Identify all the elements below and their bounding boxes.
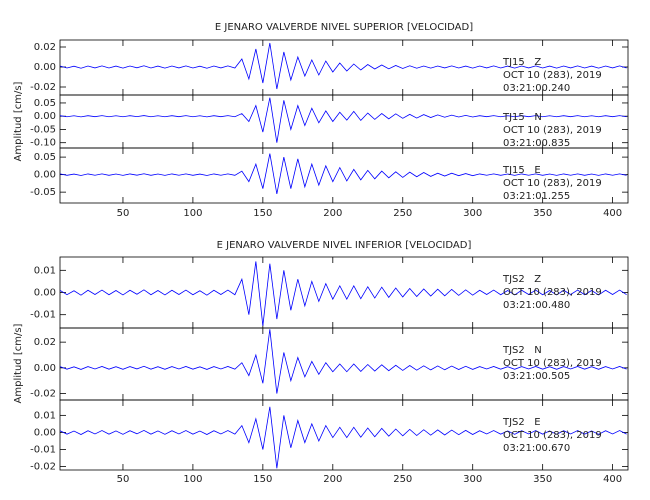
y-tick-label: 0.02: [34, 42, 56, 53]
x-tick-label: 350: [533, 474, 552, 485]
chart-title: E JENARO VALVERDE NIVEL SUPERIOR [VELOCI…: [215, 22, 473, 33]
y-axis-label: Amplitud [cm/s]: [13, 81, 24, 161]
time-label: 03:21:00.505: [503, 371, 570, 382]
x-tick-label: 250: [393, 208, 412, 219]
x-tick-label: 400: [603, 474, 622, 485]
x-tick-label: 100: [183, 208, 202, 219]
y-tick-label: 0.02: [34, 337, 56, 348]
x-tick-label: 250: [393, 474, 412, 485]
station-label: TJS2 N: [502, 345, 542, 356]
date-label: OCT 10 (283), 2019: [503, 430, 602, 441]
x-tick-label: 200: [323, 208, 342, 219]
y-axis-label: Amplitud [cm/s]: [13, 323, 24, 403]
time-label: 03:21:00.480: [503, 300, 570, 311]
y-tick-label: -0.02: [30, 462, 56, 473]
time-label: 03:21:01.255: [503, 191, 570, 202]
y-tick-label: -0.01: [30, 445, 56, 456]
waveform: [59, 153, 627, 194]
date-label: OCT 10 (283), 2019: [503, 70, 602, 81]
date-label: OCT 10 (283), 2019: [503, 287, 602, 298]
y-tick-label: -0.05: [30, 187, 56, 198]
x-tick-label: 150: [253, 474, 272, 485]
y-tick-label: 0.00: [34, 427, 56, 438]
y-tick-label: -0.02: [30, 389, 56, 400]
x-tick-label: 200: [323, 474, 342, 485]
y-tick-label: 0.05: [34, 98, 56, 109]
x-tick-label: 400: [603, 208, 622, 219]
y-tick-label: -0.01: [30, 310, 56, 321]
x-tick-label: 50: [117, 208, 130, 219]
station-label: TJ15 Z: [502, 57, 541, 68]
waveform: [59, 406, 627, 469]
y-tick-label: 0.00: [34, 62, 56, 73]
x-tick-label: 50: [117, 474, 130, 485]
y-tick-label: 0.00: [34, 288, 56, 299]
y-tick-label: 0.00: [34, 170, 56, 181]
y-tick-label: 0.00: [34, 363, 56, 374]
y-tick-label: 0.00: [34, 111, 56, 122]
y-tick-label: 0.01: [34, 265, 56, 276]
x-tick-label: 150: [253, 208, 272, 219]
date-label: OCT 10 (283), 2019: [503, 178, 602, 189]
station-label: TJ15 E: [502, 165, 541, 176]
station-label: TJ15 N: [502, 112, 542, 123]
x-tick-label: 300: [463, 208, 482, 219]
x-tick-label: 100: [183, 474, 202, 485]
x-tick-label: 350: [533, 208, 552, 219]
y-tick-label: 0.05: [34, 152, 56, 163]
time-label: 03:21:00.835: [503, 138, 570, 149]
waveform: [59, 42, 627, 90]
waveform: [59, 329, 627, 394]
y-tick-label: -0.02: [30, 82, 56, 93]
waveform: [59, 97, 627, 143]
y-tick-label: -0.05: [30, 124, 56, 135]
date-label: OCT 10 (283), 2019: [503, 125, 602, 136]
y-tick-label: 0.01: [34, 410, 56, 421]
time-label: 03:21:00.670: [503, 443, 570, 454]
station-label: TJS2 Z: [502, 274, 541, 285]
chart-title: E JENARO VALVERDE NIVEL INFERIOR [VELOCI…: [217, 240, 472, 251]
y-tick-label: -0.10: [30, 138, 56, 149]
x-tick-label: 300: [463, 474, 482, 485]
waveform: [59, 261, 627, 326]
panel-frame: [59, 399, 629, 471]
panel-frame: [59, 147, 629, 204]
station-label: TJS2 E: [502, 417, 541, 428]
time-label: 03:21:00.240: [503, 83, 570, 94]
date-label: OCT 10 (283), 2019: [503, 358, 602, 369]
